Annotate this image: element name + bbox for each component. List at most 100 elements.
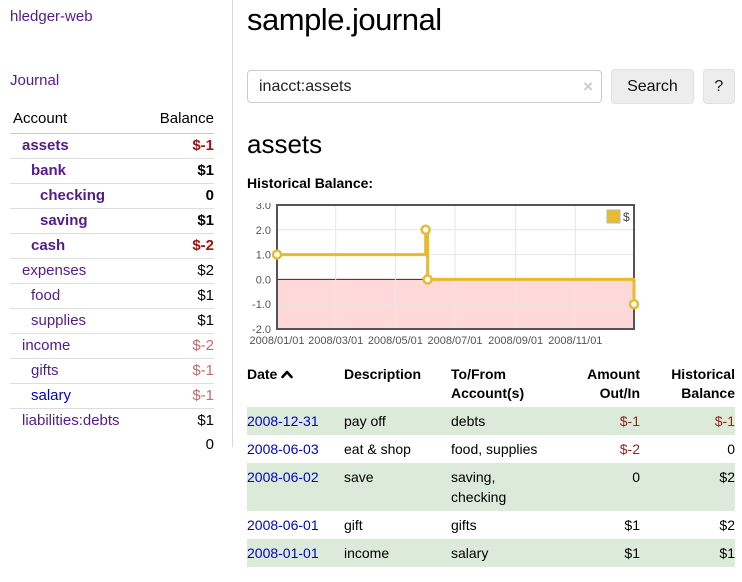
transaction-balance: $2 (719, 517, 735, 533)
register-row: 2008-06-02 save saving, checking 0 $2 (247, 463, 735, 511)
account-row: gifts $-1 (10, 358, 214, 384)
transaction-description: eat & shop (344, 441, 411, 457)
transaction-accounts: gifts (451, 517, 477, 533)
register-row: 2008-06-01 gift gifts $1 $2 (247, 511, 735, 539)
svg-text:2.0: 2.0 (256, 225, 271, 237)
svg-text:2008/05/01: 2008/05/01 (368, 335, 423, 347)
account-balance: $2 (144, 258, 214, 284)
search-input-wrap: × (247, 70, 603, 103)
account-row: salary $-1 (10, 383, 214, 409)
account-link[interactable]: bank (31, 162, 67, 179)
transaction-amount: $1 (563, 539, 640, 567)
account-row: assets $-1 (10, 134, 214, 159)
transaction-amount: 0 (563, 463, 640, 511)
date-column-header[interactable]: Date (247, 363, 344, 407)
account-balance: $-2 (144, 333, 214, 359)
account-link[interactable]: supplies (31, 312, 87, 329)
account-balance: $-2 (144, 233, 214, 259)
search-button[interactable]: Search (611, 69, 694, 104)
account-heading: assets (247, 129, 323, 159)
transaction-balance: $-1 (640, 407, 735, 435)
account-balance: $-1 (144, 383, 214, 409)
account-row: checking 0 (10, 183, 214, 209)
register-row: 2008-12-31 pay off debts $-1 $-1 (247, 407, 735, 435)
register-table-header: Date Description To/From Account(s) Amou… (247, 363, 735, 407)
transaction-balance: $1 (640, 539, 735, 567)
account-row: food $1 (10, 283, 214, 309)
account-link[interactable]: liabilities:debts (22, 412, 120, 429)
transaction-date-link[interactable]: 2008-06-03 (247, 441, 319, 457)
account-row: bank $1 (10, 158, 214, 184)
transaction-date-link[interactable]: 2008-01-01 (247, 545, 319, 561)
svg-text:2008/01/01: 2008/01/01 (249, 335, 304, 347)
sidebar-item-journal[interactable]: Journal (10, 72, 60, 89)
svg-text:$: $ (623, 210, 630, 224)
account-row: cash $-2 (10, 233, 214, 259)
account-link[interactable]: food (31, 287, 61, 304)
amount-column-header: Amount Out/In (587, 366, 640, 401)
transaction-accounts: saving, checking (451, 463, 563, 511)
transaction-balance: $2 (640, 463, 735, 511)
account-balance: $-1 (144, 358, 214, 384)
search-form: × Search ? (247, 69, 735, 104)
account-link[interactable]: gifts (31, 362, 59, 379)
register-row: 2008-01-01 income salary $1 $1 (247, 539, 735, 567)
transaction-balance: 0 (727, 441, 735, 457)
account-balance: $1 (144, 208, 214, 234)
account-row: supplies $1 (10, 308, 214, 334)
account-balance: 0 (144, 183, 214, 209)
register-table: Date Description To/From Account(s) Amou… (247, 363, 735, 567)
account-balance: $1 (144, 408, 214, 433)
main-content: sample.journal × Search ? assets Histori… (233, 0, 742, 582)
clear-search-icon[interactable]: × (583, 76, 594, 96)
help-button[interactable]: ? (702, 69, 735, 104)
transaction-description: save (344, 463, 451, 511)
account-link[interactable]: income (22, 337, 71, 354)
transaction-accounts: debts (451, 407, 563, 435)
transaction-date-link[interactable]: 2008-12-31 (247, 413, 319, 429)
accounts-total-row: 0 (10, 433, 214, 457)
account-balance: $1 (144, 283, 214, 309)
transaction-amount: $-1 (563, 407, 640, 435)
balance-column-header: Balance (144, 106, 214, 134)
svg-text:-2.0: -2.0 (252, 324, 271, 336)
search-input[interactable] (247, 70, 603, 103)
svg-text:1.0: 1.0 (256, 250, 271, 262)
svg-text:2008/11/01: 2008/11/01 (548, 335, 602, 347)
account-link[interactable]: saving (40, 212, 88, 229)
transaction-date-link[interactable]: 2008-06-02 (247, 469, 319, 485)
transaction-accounts: food, supplies (451, 441, 538, 457)
svg-text:2008/07/01: 2008/07/01 (427, 335, 482, 347)
account-balance: $1 (144, 308, 214, 334)
account-link[interactable]: expenses (22, 262, 87, 279)
app-title-link[interactable]: hledger-web (10, 8, 93, 25)
transaction-description: income (344, 539, 451, 567)
account-row: income $-2 (10, 333, 214, 359)
page-title: sample.journal (247, 2, 442, 37)
account-link[interactable]: assets (22, 137, 69, 154)
transaction-date-link[interactable]: 2008-06-01 (247, 517, 319, 533)
sidebar-accounts-body: assets $-1 bank $1 checking 0 saving $1 cash $-2 e… (10, 134, 214, 433)
account-balance: $-1 (192, 137, 214, 154)
balance-column-header: Historical Balance (671, 366, 735, 401)
accounts-total-value: 0 (205, 436, 214, 453)
svg-text:0.0: 0.0 (256, 274, 271, 286)
account-row: saving $1 (10, 208, 214, 234)
account-link[interactable]: salary (31, 387, 72, 404)
account-link[interactable]: cash (31, 237, 66, 254)
register-row: 2008-06-03 eat & shop food, supplies $-2 0 (247, 435, 735, 463)
register-table-body: 2008-12-31 pay off debts $-1 $-1 2008-06-03 ea… (247, 407, 735, 567)
accounts-table-header: Account Balance (10, 106, 214, 134)
svg-text:2008/03/01: 2008/03/01 (308, 335, 363, 347)
transaction-description: pay off (344, 407, 451, 435)
account-link[interactable]: checking (40, 187, 106, 204)
chart-title: Historical Balance: (247, 175, 374, 191)
transaction-amount: $-2 (619, 441, 640, 457)
svg-text:2008/09/01: 2008/09/01 (488, 335, 543, 347)
svg-text:3.0: 3.0 (256, 203, 271, 212)
account-column-header: Account (10, 106, 144, 134)
account-row: expenses $2 (10, 258, 214, 284)
account-balance: $1 (144, 158, 214, 184)
transaction-description: gift (344, 517, 363, 533)
